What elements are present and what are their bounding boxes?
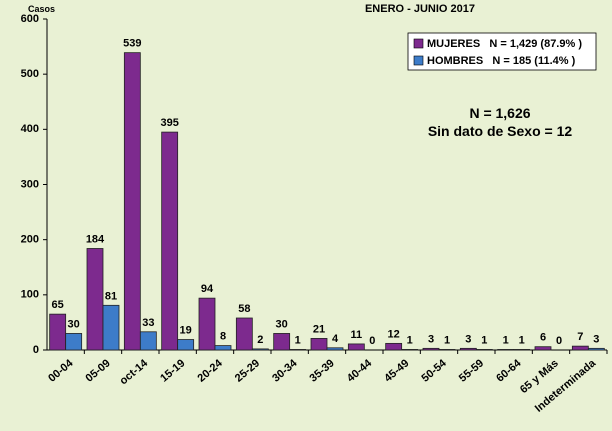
- y-tick-label: 0: [33, 344, 39, 356]
- bar: [49, 313, 67, 351]
- value-label: 7: [577, 331, 583, 343]
- bar: [422, 347, 440, 351]
- bar: [401, 349, 419, 351]
- value-label: 12: [388, 328, 400, 340]
- x-tick-label: 30-34: [270, 357, 300, 385]
- value-label: 11: [351, 329, 363, 341]
- bar: [235, 317, 253, 351]
- bar: [65, 333, 83, 351]
- value-label: 1: [444, 334, 450, 346]
- bar: [289, 349, 307, 351]
- value-label: 3: [593, 333, 599, 345]
- x-tick-label: 20-24: [196, 357, 226, 385]
- value-label: 58: [238, 303, 250, 315]
- y-axis-label: Casos: [28, 4, 55, 14]
- y-tick-label: 200: [21, 234, 39, 246]
- bar: [385, 342, 403, 351]
- bar: [347, 343, 365, 351]
- bar: [497, 349, 515, 351]
- bar: [571, 345, 589, 351]
- value-label: 539: [123, 38, 141, 50]
- bar: [326, 347, 344, 351]
- bar: [177, 339, 195, 351]
- value-label: 2: [257, 334, 263, 346]
- x-tick-label: 35-39: [308, 357, 337, 384]
- value-label: 33: [142, 317, 154, 329]
- x-tick-label: 55-59: [457, 357, 486, 384]
- bar: [587, 347, 605, 351]
- bar: [139, 331, 157, 351]
- x-tick-label: oct-14: [118, 357, 151, 388]
- value-label: 94: [201, 283, 214, 295]
- value-label: 6: [540, 332, 546, 344]
- legend-box: [407, 32, 597, 71]
- value-label: 395: [160, 117, 178, 129]
- x-tick-label: 45-49: [382, 357, 411, 384]
- bar: [161, 131, 179, 351]
- y-tick-label: 500: [21, 68, 39, 80]
- value-label: 8: [220, 331, 226, 343]
- value-label: 0: [556, 335, 562, 347]
- bar: [86, 248, 104, 351]
- bar: [214, 345, 232, 351]
- bar: [198, 297, 216, 351]
- value-label: 184: [86, 233, 105, 245]
- x-tick-label: 00-04: [46, 357, 76, 385]
- bar: [273, 333, 291, 351]
- legend-label: HOMBRES N = 185 (11.4% ): [427, 55, 576, 67]
- value-label: 30: [276, 318, 288, 330]
- x-tick-label: 25-29: [233, 357, 262, 384]
- y-tick-label: 100: [21, 289, 39, 301]
- chart-title: ENERO - JUNIO 2017: [365, 3, 475, 15]
- bar: [310, 338, 328, 351]
- bar: [534, 346, 552, 351]
- bar: [513, 349, 531, 351]
- value-label: 1: [407, 334, 413, 346]
- bar: [123, 52, 141, 351]
- y-tick-label: 300: [21, 178, 39, 190]
- value-label: 1: [295, 334, 301, 346]
- value-label: 4: [332, 333, 339, 345]
- annotation: Sin dato de Sexo = 12: [428, 123, 573, 139]
- value-label: 3: [465, 333, 471, 345]
- x-tick-label: 60-64: [494, 357, 524, 385]
- value-label: 0: [369, 335, 375, 347]
- legend-swatch: [413, 38, 424, 49]
- y-tick-label: 600: [21, 13, 39, 25]
- x-tick-label: 50-54: [420, 357, 450, 385]
- bar: [438, 349, 456, 351]
- value-label: 21: [313, 323, 325, 335]
- bar: [251, 348, 269, 351]
- x-tick-label: 15-19: [158, 357, 187, 384]
- value-label: 19: [180, 325, 192, 337]
- value-label: 1: [503, 334, 509, 346]
- value-label: 1: [481, 334, 487, 346]
- legend-label: MUJERES N = 1,429 (87.9% ): [427, 38, 582, 50]
- bar: [475, 349, 493, 351]
- annotation: N = 1,626: [469, 105, 530, 121]
- bar: [102, 304, 120, 351]
- value-label: 30: [68, 318, 80, 330]
- value-label: 1: [519, 334, 525, 346]
- x-tick-label: 40-44: [345, 357, 375, 385]
- bar: [459, 347, 477, 351]
- legend-swatch: [413, 55, 424, 66]
- x-tick-label: 05-09: [84, 357, 113, 384]
- value-label: 3: [428, 333, 434, 345]
- value-label: 81: [105, 290, 117, 302]
- value-label: 65: [52, 299, 64, 311]
- y-tick-label: 400: [21, 123, 39, 135]
